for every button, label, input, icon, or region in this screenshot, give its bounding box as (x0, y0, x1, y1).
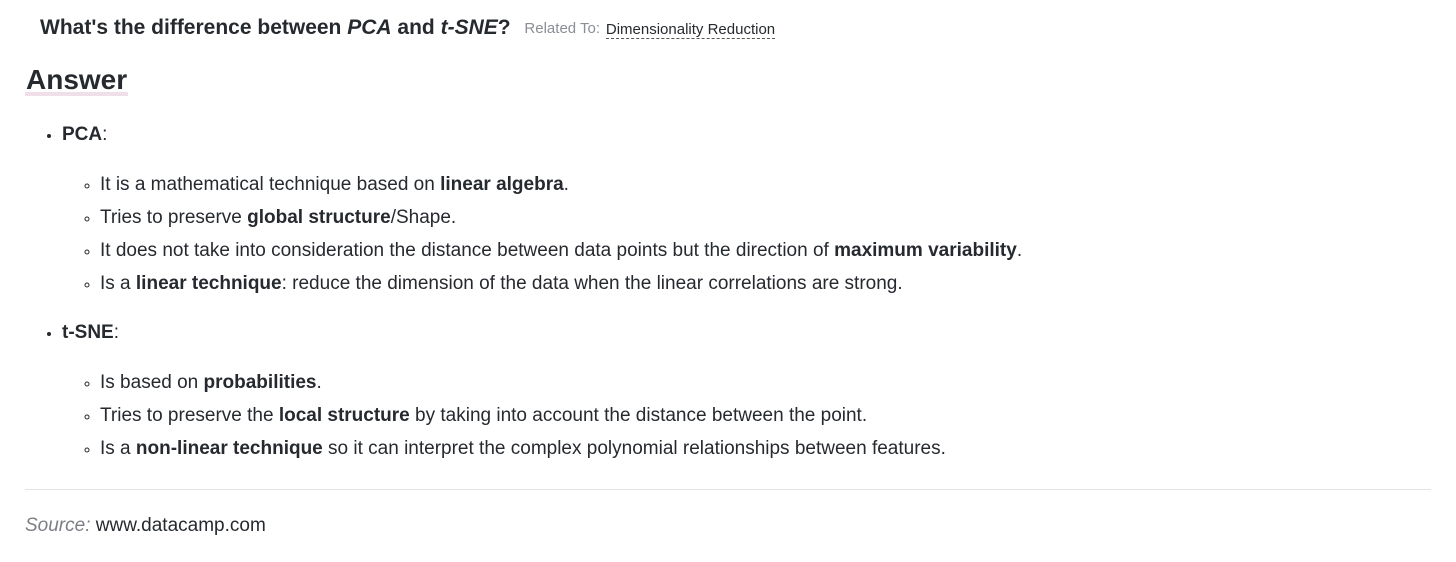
pca-sublist: It is a mathematical technique based on … (62, 168, 1022, 300)
list-item: It does not take into consideration the … (100, 234, 1022, 267)
list-item: Is a non-linear technique so it can inte… (100, 432, 1022, 465)
divider (25, 489, 1431, 490)
source-line: Source: www.datacamp.com (25, 515, 266, 537)
list-item-tsne: t-SNE: Is based on probabilities. Tries … (62, 316, 1022, 465)
pca-title: PCA (62, 124, 103, 145)
question-title: What's the difference between PCA and t-… (40, 16, 776, 40)
list-item-pca: PCA: It is a mathematical technique base… (62, 118, 1022, 300)
answer-list: PCA: It is a mathematical technique base… (0, 118, 1022, 465)
list-item: Tries to preserve global structure/Shape… (100, 201, 1022, 234)
related-topic-link[interactable]: Dimensionality Reduction (605, 21, 776, 39)
list-item: Is a linear technique: reduce the dimens… (100, 267, 1022, 300)
question-suffix: ? (497, 16, 511, 39)
answer-heading: Answer (25, 64, 129, 96)
pca-title-colon: : (102, 124, 108, 145)
source-value: www.datacamp.com (95, 515, 266, 536)
list-item: Tries to preserve the local structure by… (100, 399, 1022, 432)
tsne-sublist: Is based on probabilities. Tries to pres… (62, 366, 1022, 465)
question-term-tsne: t-SNE (440, 16, 498, 39)
question-prefix: What's the difference between (40, 16, 348, 39)
tsne-title-colon: : (113, 322, 120, 343)
question-joiner: and (391, 16, 441, 39)
tsne-title: t-SNE (62, 322, 114, 343)
list-item: Is based on probabilities. (100, 366, 1022, 399)
question-term-pca: PCA (347, 16, 392, 39)
related-to-label: Related To: (524, 20, 601, 37)
list-item: It is a mathematical technique based on … (100, 168, 1022, 201)
source-label: Source: (25, 515, 91, 536)
